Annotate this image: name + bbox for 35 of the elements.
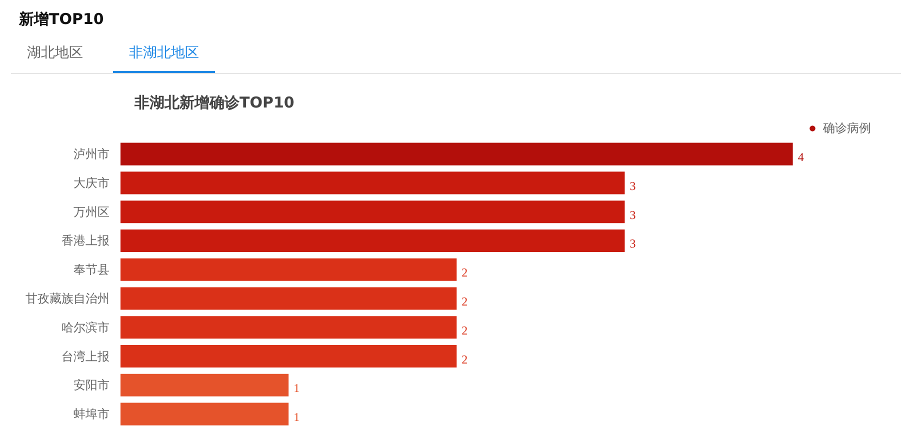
y-tick-label: 蚌埠市: [74, 407, 110, 422]
text: 新增TOP10: [19, 9, 105, 30]
data-label: 3: [630, 236, 636, 251]
bar: [120, 402, 289, 426]
data-label: 1: [294, 381, 300, 396]
bar: [120, 316, 457, 339]
bar: [120, 258, 457, 281]
data-label: 3: [630, 208, 636, 222]
y-tick-label: 泸州市: [74, 147, 110, 162]
data-label: 2: [462, 294, 468, 308]
bar: [120, 172, 625, 194]
bar: [120, 345, 457, 368]
y-tick-label: 安阳市: [74, 378, 110, 392]
data-label: 2: [462, 323, 468, 338]
y-tick-label: 奉节县: [74, 262, 110, 277]
data-label: 3: [630, 178, 636, 193]
y-tick-label: 哈尔滨市: [62, 320, 110, 334]
bar: [120, 142, 793, 166]
y-tick-label: 台湾上报: [62, 349, 110, 364]
data-label: 4: [798, 150, 804, 164]
text: 非湖北地区: [113, 37, 215, 73]
bar: [120, 374, 289, 396]
legend-label: 确诊病例: [823, 120, 871, 136]
chart-title: 非湖北新增确诊TOP10: [134, 94, 294, 112]
data-label: 2: [462, 352, 468, 366]
bar: [120, 200, 625, 224]
text: 湖北地区: [26, 44, 84, 63]
bar: [120, 287, 457, 310]
y-tick-label: 甘孜藏族自治州: [26, 292, 110, 306]
bar: [120, 229, 625, 252]
y-tick-label: 万州区: [74, 204, 110, 219]
y-tick-label: 香港上报: [62, 234, 110, 248]
data-label: 2: [462, 266, 468, 280]
data-label: 1: [294, 410, 300, 424]
y-tick-label: 大庆市: [74, 176, 110, 190]
